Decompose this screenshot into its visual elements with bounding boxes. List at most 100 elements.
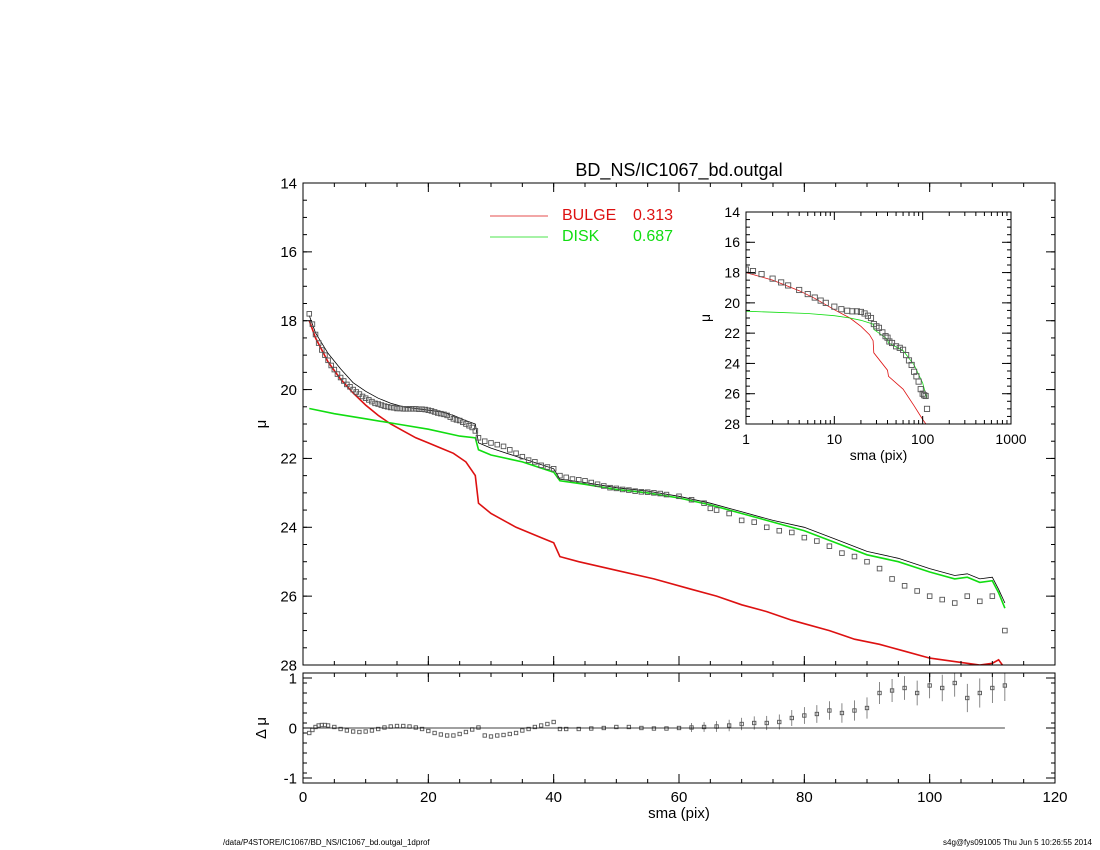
- data-point: [739, 721, 744, 727]
- x-tick-label: 60: [671, 789, 688, 806]
- data-point: [469, 424, 475, 431]
- data-point: [908, 361, 915, 368]
- data-point: [664, 726, 669, 731]
- data-point: [939, 596, 945, 603]
- data-point: [965, 695, 970, 701]
- data-point: [451, 733, 456, 738]
- x-tick-label: 20: [420, 789, 437, 806]
- data-point: [588, 479, 595, 486]
- data-point: [363, 729, 368, 734]
- data-point: [849, 308, 856, 315]
- data-point: [444, 412, 450, 419]
- data-point: [915, 378, 922, 385]
- data-point: [619, 486, 626, 493]
- data-point: [387, 404, 394, 411]
- data-point: [315, 340, 322, 346]
- data-point: [450, 416, 457, 422]
- y-tick-label: 20: [724, 295, 740, 311]
- main-profile-panel: 14 16 18 20 22 24 26 28 BD_NS/IC1067_bd.outgal μ B…: [253, 160, 1056, 674]
- y-tick-label: 26: [280, 588, 297, 605]
- legend-value-disk: 0.687: [633, 228, 673, 245]
- data-point: [914, 690, 920, 696]
- data-point: [397, 405, 403, 412]
- data-point: [888, 339, 896, 347]
- data-point: [495, 733, 500, 738]
- inset-plot-area: [746, 266, 931, 424]
- data-point: [366, 397, 372, 403]
- data-point: [726, 723, 732, 728]
- data-point: [476, 725, 481, 730]
- series-line-disk: [309, 407, 1006, 609]
- data-point: [563, 474, 569, 481]
- data-point: [438, 410, 444, 417]
- data-point: [463, 729, 469, 735]
- data-point: [475, 435, 482, 441]
- data-point: [432, 730, 437, 736]
- y-tick-label: 14: [724, 204, 740, 220]
- data-point: [332, 724, 337, 730]
- data-point: [789, 715, 794, 721]
- data-point: [376, 726, 381, 732]
- data-point: [481, 438, 488, 444]
- data-point: [657, 490, 663, 497]
- data-point: [752, 720, 757, 726]
- data-point: [977, 598, 983, 605]
- data-point: [814, 711, 820, 717]
- data-point: [663, 491, 670, 498]
- data-point: [337, 374, 344, 381]
- data-point: [638, 489, 645, 495]
- data-point: [952, 680, 957, 686]
- data-point: [867, 314, 875, 322]
- y-tick-label: 16: [280, 244, 297, 261]
- data-point: [381, 403, 388, 409]
- data-point: [726, 510, 732, 517]
- data-point: [688, 496, 695, 503]
- data-point: [434, 410, 441, 416]
- data-point: [426, 728, 431, 734]
- data-point: [507, 447, 513, 453]
- data-point: [441, 411, 447, 418]
- data-point: [325, 723, 331, 728]
- data-point: [601, 483, 607, 489]
- data-point: [312, 331, 319, 338]
- data-point: [328, 362, 334, 369]
- data-point: [796, 286, 803, 294]
- y-tick-label: -1: [284, 770, 297, 787]
- data-point: [926, 593, 933, 599]
- data-point: [519, 453, 526, 460]
- data-point: [582, 478, 588, 484]
- data-point: [811, 294, 818, 301]
- data-point: [382, 725, 387, 730]
- data-point: [632, 488, 638, 494]
- data-point: [882, 333, 889, 340]
- y-tick-label: 14: [280, 175, 297, 192]
- data-point: [513, 450, 519, 457]
- x-tick-label: 40: [545, 789, 562, 806]
- data-point: [309, 321, 316, 327]
- series-line-bulge: [746, 272, 927, 424]
- legend-value-bulge: 0.313: [633, 207, 673, 224]
- data-point: [457, 731, 462, 737]
- y-tick-label: 22: [280, 451, 297, 468]
- data-point: [394, 405, 400, 412]
- data-point: [550, 466, 557, 472]
- data-point: [789, 529, 795, 536]
- data-point: [864, 558, 870, 565]
- data-point: [425, 407, 432, 413]
- data-point: [839, 550, 845, 556]
- data-point: [879, 329, 886, 336]
- data-point: [331, 366, 338, 373]
- y-tick-label: 0: [289, 720, 297, 737]
- data-point: [822, 299, 829, 306]
- data-point: [545, 721, 550, 727]
- data-point: [362, 395, 369, 401]
- data-point: [431, 409, 438, 415]
- data-point: [526, 726, 531, 732]
- data-point: [369, 398, 375, 405]
- data-point: [884, 334, 891, 341]
- data-point: [520, 728, 525, 733]
- x-tick-label: 100: [917, 789, 942, 806]
- data-point: [551, 719, 556, 725]
- data-point: [307, 730, 312, 736]
